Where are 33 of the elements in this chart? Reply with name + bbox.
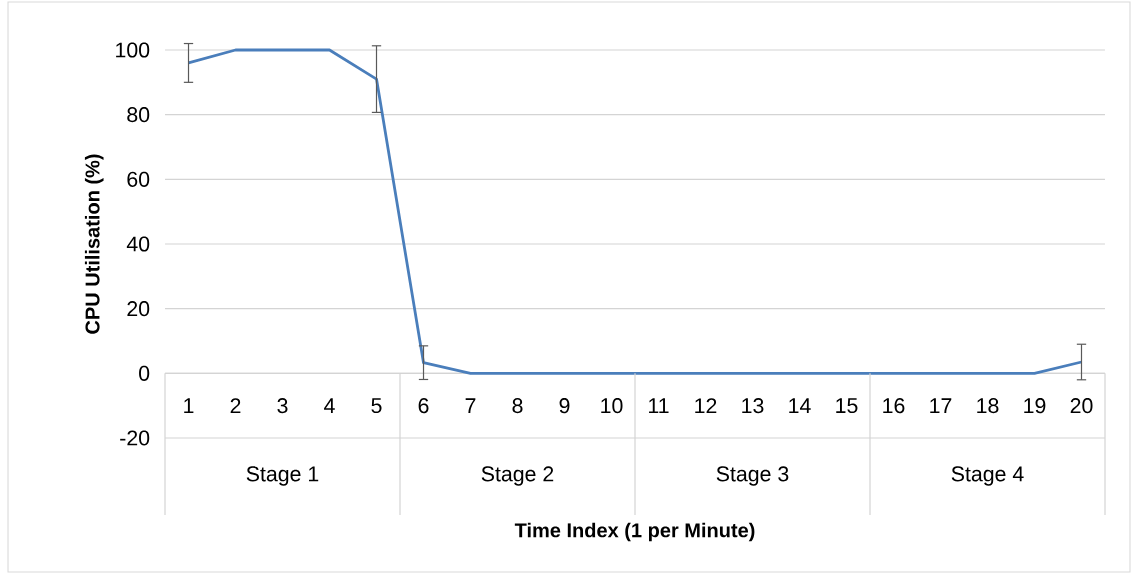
text: Stage 4: [951, 466, 1024, 486]
x-tick-label: 15: [836, 398, 858, 414]
x-tick-label: 7: [465, 398, 476, 413]
y-tick-label: 100: [116, 42, 150, 58]
y-tick-label: 80: [127, 107, 150, 123]
x-tick-label: 6: [418, 398, 429, 414]
y-tick-label: 60: [127, 171, 150, 187]
x-tick-label: 5: [371, 398, 382, 414]
x-tick-label: 4: [324, 398, 335, 413]
x-tick-label: 11: [649, 398, 669, 413]
x-tick-label: 1: [184, 398, 194, 413]
x-tick-label: 12: [695, 398, 717, 414]
x-tick-label: 8: [512, 398, 523, 414]
text: Stage 1: [246, 466, 319, 486]
y-axis-title: CPU Utilisation (%): [84, 154, 104, 334]
text: Stage 3: [716, 466, 789, 486]
x-tick-label: 20: [1070, 398, 1093, 414]
x-tick-label: 13: [742, 398, 764, 414]
x-tick-label: 10: [601, 398, 623, 414]
y-tick-label: 40: [126, 236, 150, 252]
x-tick-label: 18: [977, 398, 999, 414]
x-tick-label: 2: [230, 398, 241, 414]
y-tick-label: 20: [127, 301, 150, 317]
y-tick-label: -20: [120, 430, 150, 446]
x-axis-title: Time Index (1 per Minute): [514, 522, 755, 542]
x-tick-label: 16: [883, 398, 905, 414]
y-tick-label: 0: [139, 365, 150, 381]
x-tick-label: 14: [789, 398, 811, 413]
x-tick-label: 9: [559, 398, 570, 414]
x-tick-label: 17: [930, 398, 952, 413]
text: Stage 2: [481, 466, 554, 486]
x-tick-label: 3: [277, 398, 288, 414]
x-tick-label: 19: [1024, 398, 1046, 414]
